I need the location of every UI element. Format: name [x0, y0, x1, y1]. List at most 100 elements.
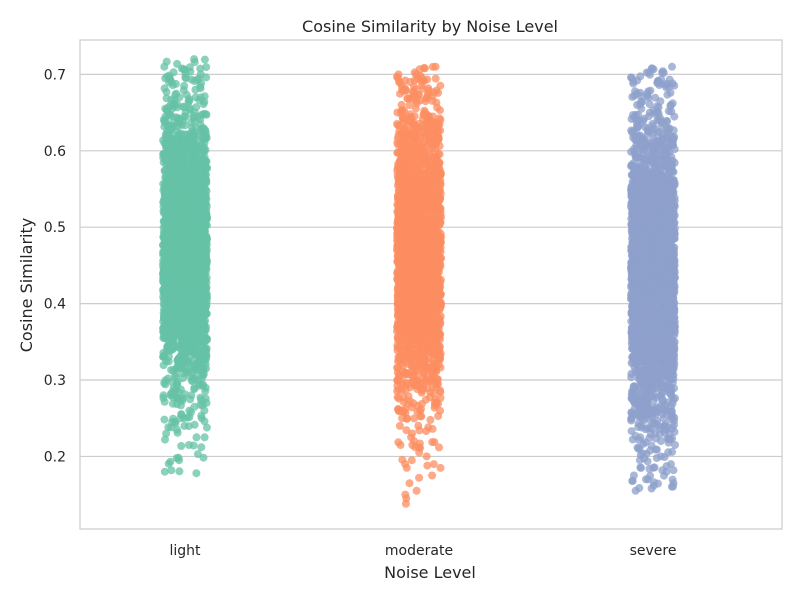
data-point — [394, 187, 403, 195]
data-point — [426, 415, 435, 424]
data-point — [177, 442, 186, 450]
data-point — [172, 364, 181, 373]
data-point — [200, 417, 209, 426]
outlier-point — [173, 425, 181, 434]
data-point — [431, 74, 440, 83]
data-point — [159, 223, 168, 232]
data-point — [183, 210, 192, 219]
data-point — [421, 395, 430, 404]
data-point — [162, 191, 171, 199]
outlier-point — [176, 414, 185, 423]
data-point — [180, 81, 189, 90]
data-point — [161, 376, 170, 385]
data-point — [193, 450, 202, 459]
data-point — [434, 412, 443, 421]
data-point — [160, 397, 169, 406]
data-point — [183, 245, 192, 254]
data-point — [200, 223, 209, 232]
data-point — [173, 168, 182, 177]
data-point — [172, 318, 181, 327]
data-point — [188, 156, 197, 165]
data-point — [434, 353, 443, 362]
data-point — [193, 339, 202, 348]
outlier-point — [175, 456, 184, 465]
outlier-point — [160, 139, 169, 148]
data-point — [199, 275, 208, 284]
data-point — [180, 352, 188, 360]
data-point — [432, 86, 441, 95]
outlier-point — [202, 398, 211, 407]
data-point — [170, 216, 179, 225]
data-point — [183, 227, 192, 236]
data-point — [184, 334, 193, 343]
data-point — [171, 204, 180, 213]
data-point — [177, 395, 186, 404]
data-point — [173, 309, 182, 318]
data-point — [181, 73, 190, 82]
data-point — [193, 75, 202, 84]
data-point — [181, 319, 190, 328]
data-point — [197, 301, 206, 309]
data-point — [202, 423, 211, 432]
data-point — [200, 251, 209, 260]
outlier-point — [180, 421, 189, 430]
data-point — [177, 281, 186, 290]
data-point — [414, 421, 423, 430]
outlier-point — [173, 127, 181, 136]
data-point — [189, 218, 198, 227]
data-point — [163, 267, 171, 276]
data-point — [186, 287, 194, 296]
data-point — [202, 290, 211, 299]
outlier-point — [160, 467, 169, 476]
data-point — [197, 148, 206, 157]
data-point — [194, 171, 203, 180]
outlier-point — [191, 85, 200, 94]
data-point — [416, 412, 425, 421]
outlier-point — [185, 441, 193, 449]
data-point — [202, 63, 211, 72]
data-point — [171, 136, 180, 145]
data-point — [192, 103, 201, 112]
data-point — [396, 441, 405, 449]
data-point — [186, 395, 195, 404]
data-point — [194, 205, 203, 214]
data-point — [196, 156, 205, 165]
data-point — [434, 316, 443, 325]
outlier-point — [192, 433, 201, 442]
data-point — [408, 139, 417, 148]
data-point — [172, 380, 181, 389]
data-point — [173, 267, 182, 276]
data-point — [193, 329, 202, 338]
data-point — [175, 467, 184, 476]
data-point — [169, 68, 178, 77]
data-point — [196, 64, 205, 73]
data-point — [160, 274, 169, 283]
data-point — [160, 305, 168, 314]
data-point — [200, 433, 209, 442]
data-point — [170, 161, 179, 170]
data-point — [160, 150, 169, 159]
data-point — [200, 55, 209, 64]
data-point — [172, 227, 181, 236]
data-point — [401, 460, 410, 469]
data-point — [161, 74, 170, 83]
outlier-point — [190, 55, 199, 64]
outlier-point — [184, 135, 193, 144]
data-point — [170, 245, 179, 254]
data-point — [166, 341, 175, 350]
data-point — [186, 146, 195, 155]
outlier-point — [171, 91, 180, 99]
data-point — [160, 415, 169, 424]
data-point — [433, 103, 442, 112]
data-point — [422, 427, 431, 436]
data-point — [167, 332, 176, 340]
outlier-point — [161, 435, 169, 444]
outlier-point — [168, 418, 177, 426]
data-point — [176, 190, 185, 198]
data-point — [194, 132, 203, 141]
data-point — [200, 334, 209, 343]
data-point — [190, 374, 199, 383]
data-point — [404, 392, 413, 401]
outlier-point — [159, 391, 168, 400]
data-point — [195, 289, 203, 298]
